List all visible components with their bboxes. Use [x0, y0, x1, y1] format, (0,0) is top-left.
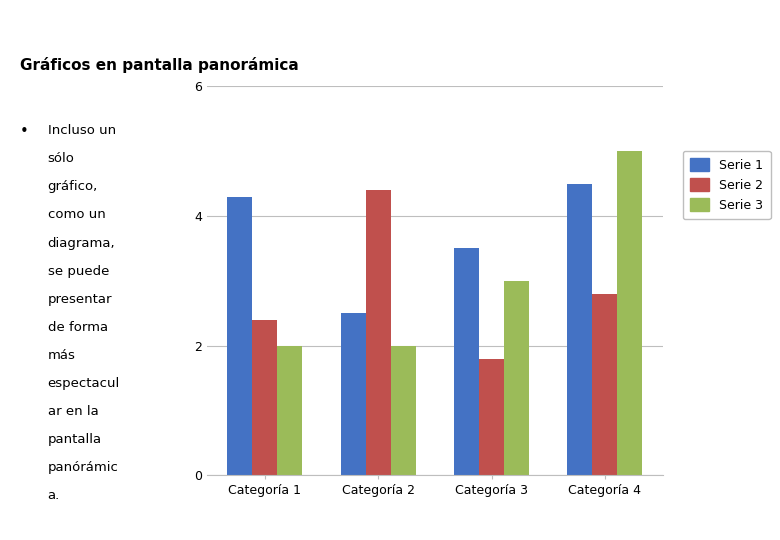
Text: se puede: se puede	[48, 265, 109, 278]
Bar	[366, 190, 391, 475]
Text: diagrama,: diagrama,	[48, 237, 115, 249]
Bar	[341, 313, 366, 475]
Text: pantalla: pantalla	[48, 433, 102, 446]
Bar	[504, 281, 529, 475]
Bar	[592, 294, 617, 475]
Text: a.: a.	[48, 489, 60, 502]
Text: presentar: presentar	[48, 293, 112, 306]
Text: sólo: sólo	[48, 152, 75, 165]
Text: más: más	[48, 349, 76, 362]
Text: Incluso un: Incluso un	[48, 124, 116, 137]
Text: Gráficos en pantalla panorámica: Gráficos en pantalla panorámica	[20, 57, 299, 73]
Text: ar en la: ar en la	[48, 405, 98, 418]
Text: de forma: de forma	[48, 321, 108, 334]
Bar	[391, 346, 416, 475]
Bar	[617, 151, 642, 475]
Bar	[454, 248, 479, 475]
Text: gráfico,: gráfico,	[48, 180, 98, 193]
Bar	[479, 359, 504, 475]
Bar	[278, 346, 302, 475]
Bar	[568, 184, 592, 475]
Text: como un: como un	[48, 208, 105, 221]
Bar	[228, 197, 253, 475]
Text: espectacul: espectacul	[48, 377, 120, 390]
Bar	[253, 320, 278, 475]
Text: •: •	[20, 124, 29, 139]
Legend: Serie 1, Serie 2, Serie 3: Serie 1, Serie 2, Serie 3	[683, 151, 771, 219]
Text: panórámic: panórámic	[48, 461, 119, 474]
